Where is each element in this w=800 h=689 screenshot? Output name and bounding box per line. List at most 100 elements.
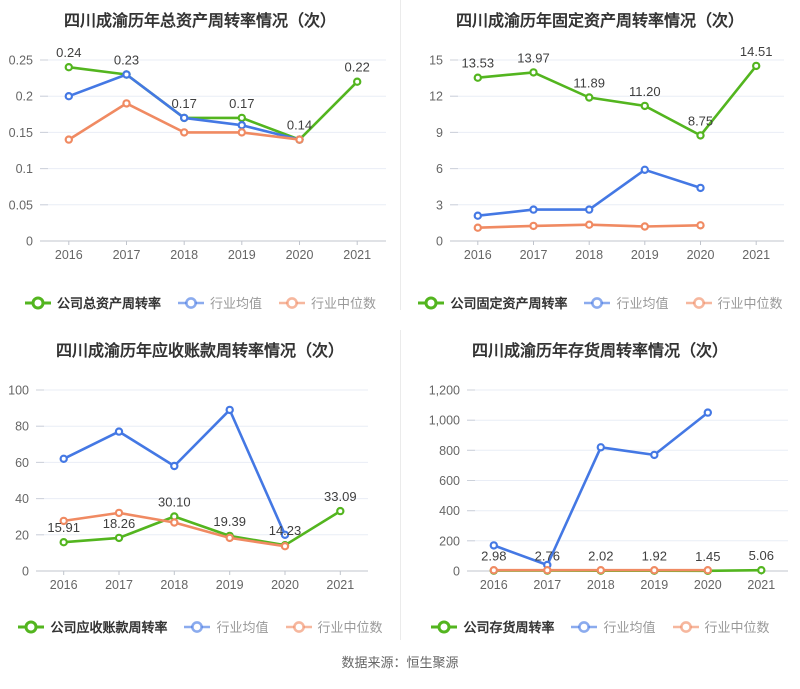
svg-text:2017: 2017 [113, 248, 141, 262]
legend-item-industry-mean: 行业均值 [570, 617, 656, 636]
legend-label: 行业中位数 [704, 620, 770, 635]
svg-text:0.23: 0.23 [114, 53, 139, 68]
svg-text:13.53: 13.53 [462, 56, 495, 71]
legend-label: 公司固定资产周转率 [450, 296, 568, 311]
legend-item-industry-median: 行业中位数 [672, 617, 770, 636]
gridlines [36, 389, 368, 536]
legend-item-industry-mean: 行业均值 [177, 293, 262, 312]
legend-item-industry-median: 行业中位数 [685, 293, 783, 312]
chart-legend: 公司总资产周转率 行业均值 行业中位数 [0, 275, 400, 330]
svg-text:2021: 2021 [326, 578, 354, 592]
svg-text:1,000: 1,000 [429, 414, 460, 428]
svg-text:5.06: 5.06 [749, 548, 774, 563]
series-0 [64, 63, 362, 144]
svg-text:2016: 2016 [464, 248, 492, 262]
svg-text:0.22: 0.22 [345, 60, 370, 75]
line-marker-icon [279, 296, 305, 309]
chart-legend: 公司固定资产周转率 行业均值 行业中位数 [400, 275, 800, 330]
svg-text:2020: 2020 [694, 578, 722, 592]
legend-label: 行业中位数 [311, 296, 377, 311]
svg-text:8.75: 8.75 [688, 113, 713, 128]
svg-text:2018: 2018 [170, 248, 198, 262]
svg-text:0: 0 [22, 565, 29, 579]
legend-item-company: 公司总资产周转率 [24, 293, 161, 312]
chart-legend: 公司存货周转率 行业均值 行业中位数 [400, 605, 800, 648]
chart-legend: 公司应收账款周转率 行业均值 行业中位数 [0, 605, 400, 648]
chart-panel-total-asset-turnover: 四川成渝历年总资产周转率情况（次） 0 0.05 0.1 0.15 0.2 0.25 201… [0, 0, 400, 330]
line-marker-icon [24, 296, 51, 309]
value-labels: 15.91 18.26 30.10 19.39 14.23 33.09 [47, 489, 356, 538]
legend-label: 行业均值 [209, 296, 262, 311]
series-2 [473, 220, 705, 232]
legend-label: 行业中位数 [717, 296, 783, 311]
legend-item-company: 公司固定资产周转率 [417, 293, 567, 312]
svg-text:14.51: 14.51 [740, 44, 773, 59]
svg-text:0: 0 [26, 235, 33, 249]
svg-text:2021: 2021 [343, 248, 371, 262]
axes: 0 200 400 600 800 1,000 1,200 2016 2017 2018 2019 2… [429, 384, 788, 592]
svg-text:2018: 2018 [575, 248, 603, 262]
svg-text:20: 20 [15, 528, 29, 542]
series-2 [64, 99, 304, 144]
legend-label: 行业中位数 [317, 620, 383, 635]
svg-text:2.76: 2.76 [535, 549, 560, 564]
chart-panel-receivables-turnover: 四川成渝历年应收账款周转率情况（次） 0 20 40 60 80 100 2016 2017 2… [0, 330, 400, 648]
legend-item-industry-median: 行业中位数 [285, 617, 383, 636]
turnover-charts-report: 四川成渝历年总资产周转率情况（次） 0 0.05 0.1 0.15 0.2 0.25 201… [0, 0, 800, 670]
legend-label: 公司总资产周转率 [56, 296, 161, 311]
svg-text:1.45: 1.45 [695, 549, 720, 564]
chart-title: 四川成渝历年应收账款周转率情况（次） [55, 343, 344, 360]
chart-title: 四川成渝历年存货周转率情况（次） [471, 343, 728, 360]
panel-divider [400, 0, 401, 310]
series-2 [489, 565, 712, 575]
gridlines [450, 59, 784, 206]
axes: 0 0.05 0.1 0.15 0.2 0.25 2016 2017 2018 2019 2020 2… [9, 54, 386, 262]
value-labels: 2.98 2.76 2.02 1.92 1.45 5.06 [481, 548, 774, 564]
svg-text:0: 0 [453, 565, 460, 579]
svg-text:33.09: 33.09 [324, 489, 357, 504]
panel-divider [400, 330, 401, 640]
line-marker-icon [184, 620, 211, 633]
svg-text:60: 60 [15, 456, 29, 470]
line-marker-icon [285, 620, 312, 633]
svg-text:2016: 2016 [50, 578, 78, 592]
svg-text:18.26: 18.26 [103, 516, 136, 531]
charts-grid: 四川成渝历年总资产周转率情况（次） 0 0.05 0.1 0.15 0.2 0.25 201… [0, 0, 800, 648]
value-labels: 13.53 13.97 11.89 11.20 8.75 14.51 [462, 44, 773, 128]
svg-text:800: 800 [439, 444, 460, 458]
svg-text:2020: 2020 [687, 248, 715, 262]
legend-item-industry-mean: 行业均值 [183, 617, 269, 636]
svg-text:80: 80 [15, 420, 29, 434]
svg-text:2020: 2020 [286, 248, 314, 262]
legend-item-company: 公司应收账款周转率 [17, 617, 167, 636]
series-0 [473, 61, 761, 140]
legend-label: 行业均值 [603, 620, 656, 635]
line-chart-total-asset-turnover: 0 0.05 0.1 0.15 0.2 0.25 2016 2017 2018 2019 2020 2… [9, 45, 386, 262]
legend-item-industry-median: 行业中位数 [278, 293, 376, 312]
legend-label: 行业均值 [616, 296, 669, 311]
chart-title: 四川成渝历年总资产周转率情况（次） [63, 13, 336, 30]
svg-text:0.17: 0.17 [229, 96, 254, 111]
svg-text:2017: 2017 [105, 578, 133, 592]
svg-text:0.25: 0.25 [9, 54, 33, 68]
svg-text:2019: 2019 [228, 248, 256, 262]
svg-text:1.92: 1.92 [642, 549, 667, 564]
svg-text:11.20: 11.20 [629, 84, 661, 99]
legend-label: 行业均值 [216, 620, 269, 635]
chart-panel-inventory-turnover: 四川成渝历年存货周转率情况（次） 0 200 400 600 800 1,000 1,200… [400, 330, 800, 648]
svg-text:2.98: 2.98 [481, 549, 506, 564]
line-marker-icon [418, 296, 445, 309]
svg-text:40: 40 [15, 492, 29, 506]
svg-text:2017: 2017 [533, 578, 561, 592]
line-marker-icon [685, 296, 712, 309]
svg-text:0.14: 0.14 [287, 118, 312, 133]
svg-text:0.24: 0.24 [56, 45, 81, 60]
svg-text:200: 200 [439, 534, 460, 548]
line-chart-receivables-turnover: 0 20 40 60 80 100 2016 2017 2018 2019 2020 2021 15.9… [8, 384, 368, 592]
series-1 [489, 408, 712, 570]
svg-text:9: 9 [436, 126, 443, 140]
svg-text:2018: 2018 [587, 578, 615, 592]
svg-text:2021: 2021 [747, 578, 775, 592]
svg-text:0.1: 0.1 [16, 162, 33, 176]
